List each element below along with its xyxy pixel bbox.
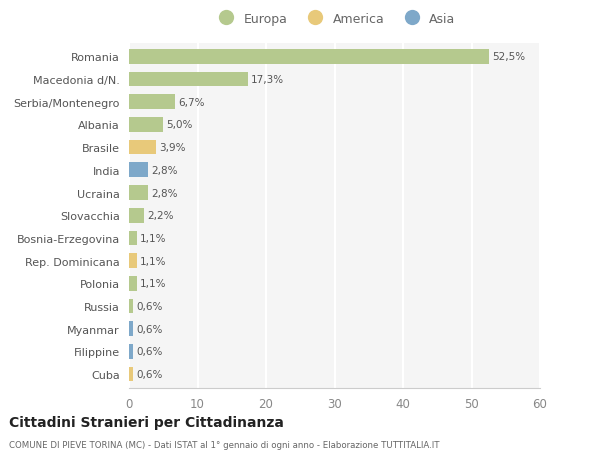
Text: COMUNE DI PIEVE TORINA (MC) - Dati ISTAT al 1° gennaio di ogni anno - Elaborazio: COMUNE DI PIEVE TORINA (MC) - Dati ISTAT… xyxy=(9,440,439,449)
Text: Cittadini Stranieri per Cittadinanza: Cittadini Stranieri per Cittadinanza xyxy=(9,415,284,429)
Text: 2,2%: 2,2% xyxy=(148,211,174,221)
Text: 1,1%: 1,1% xyxy=(140,279,166,289)
Bar xyxy=(129,322,133,336)
Bar xyxy=(129,208,144,223)
Text: 3,9%: 3,9% xyxy=(159,143,185,153)
Bar xyxy=(129,50,488,65)
Bar xyxy=(129,367,133,381)
Text: 1,1%: 1,1% xyxy=(140,256,166,266)
Bar xyxy=(129,73,248,87)
Bar xyxy=(129,118,163,133)
Text: 52,5%: 52,5% xyxy=(492,52,525,62)
Bar xyxy=(129,254,137,269)
Bar xyxy=(129,186,148,201)
Bar xyxy=(129,344,133,359)
Legend: Europa, America, Asia: Europa, America, Asia xyxy=(211,10,458,28)
Text: 6,7%: 6,7% xyxy=(178,97,205,107)
Text: 17,3%: 17,3% xyxy=(251,75,284,85)
Text: 0,6%: 0,6% xyxy=(137,369,163,379)
Text: 0,6%: 0,6% xyxy=(137,301,163,311)
Bar xyxy=(129,299,133,313)
Text: 2,8%: 2,8% xyxy=(152,188,178,198)
Bar xyxy=(129,231,137,246)
Bar xyxy=(129,276,137,291)
Bar xyxy=(129,140,156,155)
Bar xyxy=(129,95,175,110)
Text: 2,8%: 2,8% xyxy=(152,165,178,175)
Bar xyxy=(129,163,148,178)
Text: 0,6%: 0,6% xyxy=(137,324,163,334)
Text: 5,0%: 5,0% xyxy=(167,120,193,130)
Text: 1,1%: 1,1% xyxy=(140,233,166,243)
Text: 0,6%: 0,6% xyxy=(137,347,163,357)
